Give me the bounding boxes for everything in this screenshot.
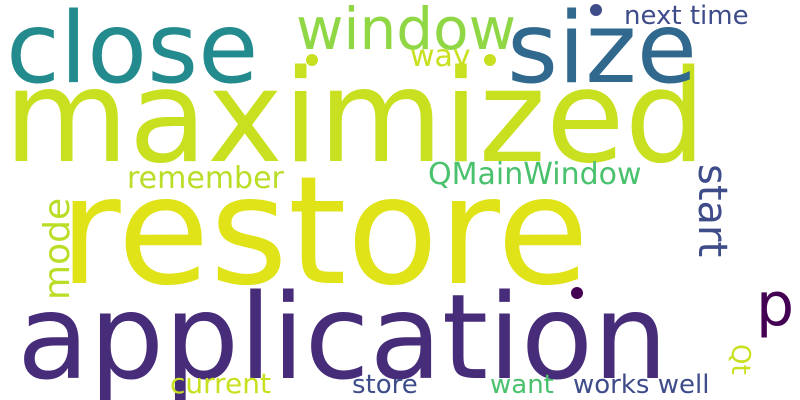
- word-maximized: maximized: [4, 43, 706, 192]
- word-qt: Qt: [725, 344, 755, 375]
- word-current: current: [170, 367, 272, 400]
- decorative-dot: [484, 54, 496, 66]
- decorative-dot: [306, 54, 318, 66]
- word-next-time: next time: [624, 1, 749, 31]
- word-remember: remember: [127, 161, 284, 196]
- word-store: store: [352, 370, 418, 400]
- word-size: size: [507, 0, 698, 106]
- word-works-well: works well: [573, 370, 710, 400]
- word-window: window: [296, 0, 517, 63]
- word-qmainwindow: QMainWindow: [428, 157, 642, 192]
- word-start: start: [689, 164, 735, 258]
- word-mode: mode: [37, 197, 78, 300]
- decorative-dot: [590, 4, 602, 16]
- decorative-dot: [571, 287, 583, 299]
- word-application: application: [17, 268, 668, 400]
- word-p: p: [756, 270, 795, 340]
- word-want: want: [490, 370, 554, 400]
- word-way: way: [410, 39, 471, 74]
- word-close: close: [6, 0, 259, 106]
- word-restore: restore: [59, 145, 590, 319]
